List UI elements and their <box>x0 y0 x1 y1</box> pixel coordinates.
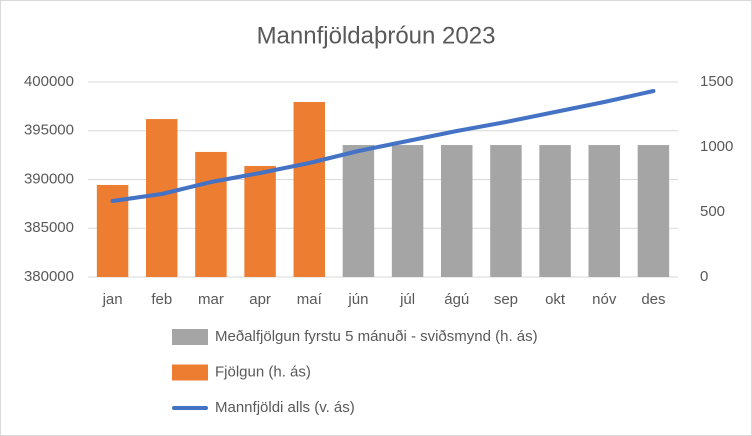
bar <box>637 145 670 277</box>
bar <box>490 145 522 277</box>
bar <box>146 119 178 277</box>
x-tick-label: okt <box>545 291 566 308</box>
line <box>110 88 656 203</box>
bar <box>391 145 424 277</box>
y-tick-label: 400000 <box>24 73 74 90</box>
x-tick-label: ágú <box>444 291 469 308</box>
legend-swatch <box>172 364 208 381</box>
y2-tick-label: 500 <box>700 203 725 220</box>
legend-swatch <box>172 329 208 345</box>
y2-tick-label: 1500 <box>700 73 733 90</box>
y-tick-label: 390000 <box>24 170 74 187</box>
x-tick-label: jan <box>102 291 123 308</box>
bar <box>244 165 276 277</box>
y-tick-label: 380000 <box>24 268 74 285</box>
legend-label: Mannfjöldi alls (v. ás) <box>215 399 355 416</box>
legend-label: Fjölgun (h. ás) <box>215 363 311 380</box>
x-tick-label: maí <box>297 291 323 308</box>
y2-tick-label: 0 <box>700 268 708 285</box>
bar <box>539 145 571 277</box>
x-tick-label: mar <box>198 291 224 308</box>
bar <box>441 145 473 277</box>
x-tick-label: feb <box>151 291 172 308</box>
x-tick-label: nóv <box>592 291 617 308</box>
bar <box>588 145 620 277</box>
bar <box>195 151 227 277</box>
x-tick-label: júl <box>399 291 415 308</box>
x-tick-label: sep <box>494 291 518 308</box>
y-tick-label: 395000 <box>24 122 74 139</box>
legend-label: Meðalfjölgun fyrstu 5 mánuði - sviðsmynd… <box>215 328 538 345</box>
x-tick-label: apr <box>249 291 271 308</box>
x-tick-label: des <box>641 291 665 308</box>
y-tick-label: 385000 <box>24 219 74 236</box>
bar <box>342 145 375 277</box>
x-tick-label: jún <box>347 291 368 308</box>
y2-tick-label: 1000 <box>700 138 733 155</box>
chart-title: Mannfjöldaþróun 2023 <box>257 22 496 49</box>
bar <box>293 102 325 278</box>
